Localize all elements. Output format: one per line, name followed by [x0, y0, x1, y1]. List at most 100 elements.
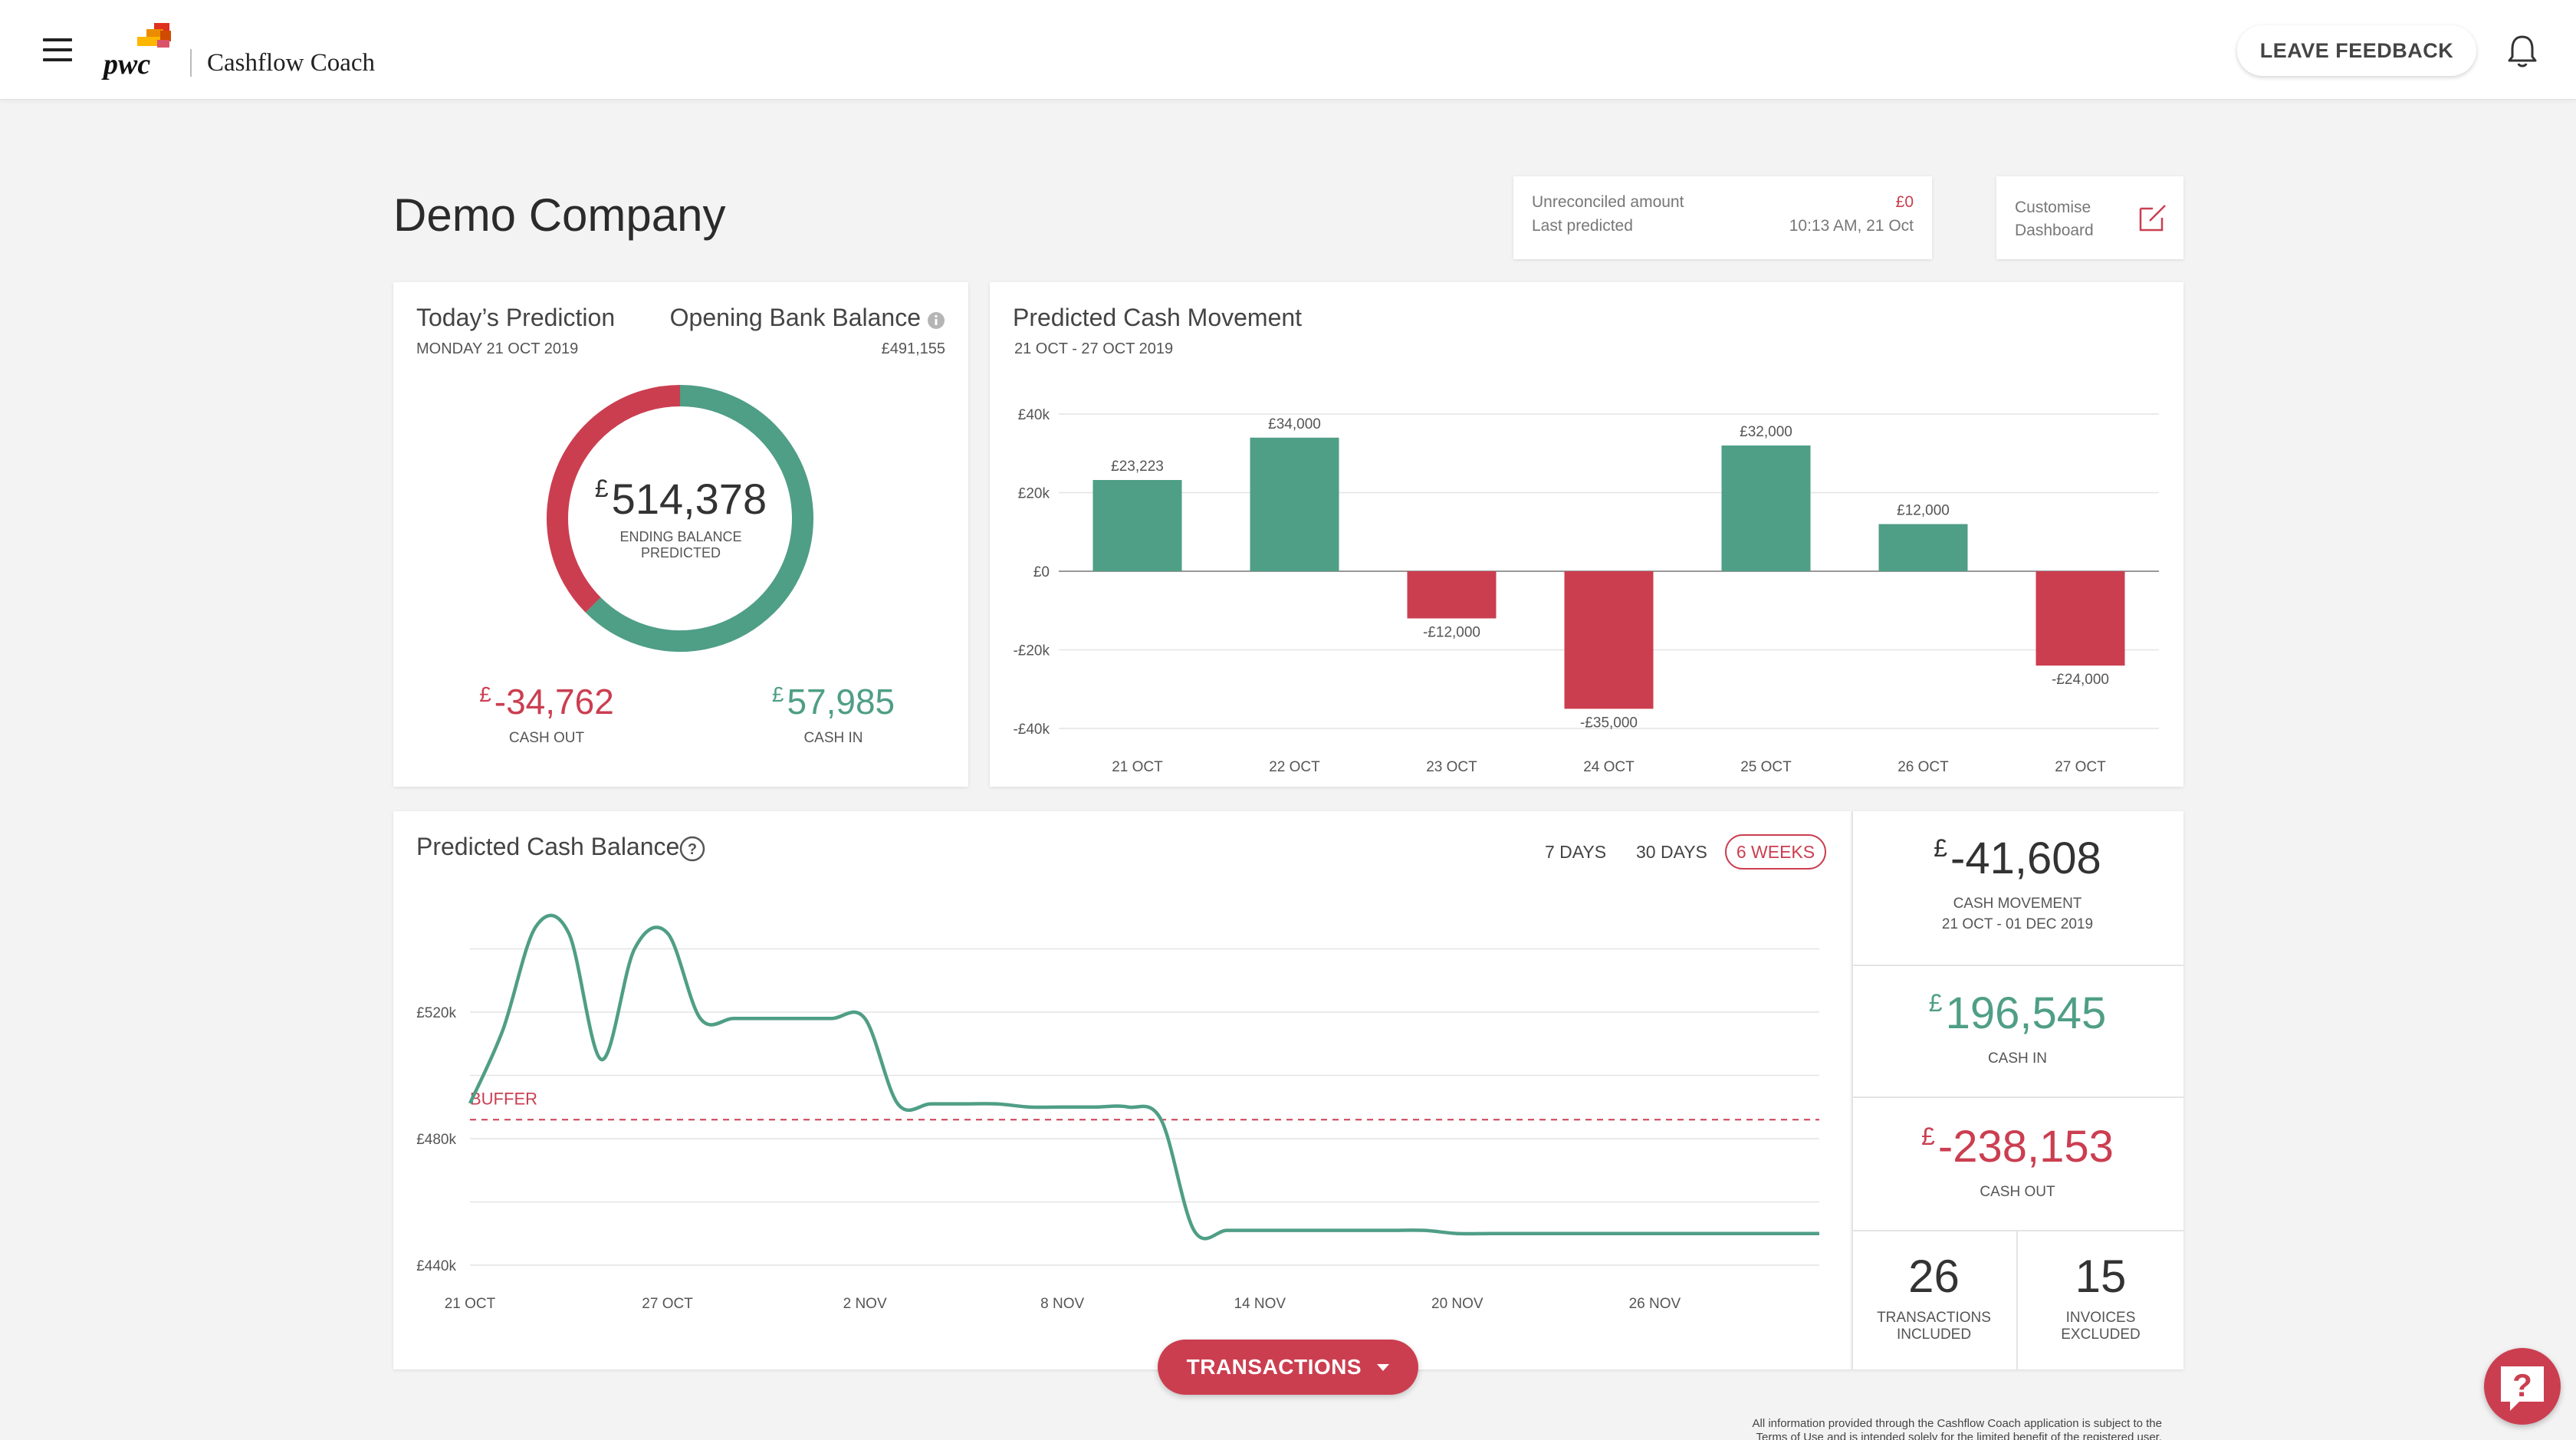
footer-line2: Terms of Use and is intended solely for …: [1756, 1431, 2162, 1440]
bar-value-label: £32,000: [1740, 424, 1792, 440]
ending-number: 514,378: [611, 475, 767, 523]
donut-segment-1: [585, 385, 813, 652]
prediction-donut-chart: [547, 385, 813, 652]
x-tick-label: 14 NOV: [1234, 1296, 1286, 1312]
stats-cash-in-currency: £: [1928, 989, 1943, 1017]
cash-movement-bar-chart: £40k £20k £0 -£20k -£40k £23,223 21 OCT £34,000…: [1013, 407, 2159, 775]
x-tick-label: 2 NOV: [843, 1296, 887, 1312]
app-title: Cashflow Coach: [207, 49, 376, 77]
tab-7-days[interactable]: 7 DAYS: [1545, 842, 1607, 862]
bar: [1721, 445, 1811, 571]
question-chat-icon: ?: [2501, 1366, 2544, 1411]
invoices-label: INVOICES EXCLUDED: [2018, 1310, 2183, 1343]
ending-balance-label: ENDING BALANCE PREDICTED: [573, 529, 788, 561]
transactions-label: TRANSACTIONS INCLUDED: [1852, 1310, 2016, 1343]
cash-movement-total: £-41,608: [1852, 833, 2183, 884]
stats-divider: [1852, 811, 1853, 1369]
transactions-button[interactable]: TRANSACTIONS: [1158, 1340, 1418, 1395]
cash-in-total-label: CASH IN: [1987, 1050, 2048, 1067]
page-title: Demo Company: [393, 189, 726, 241]
bar-value-label: £34,000: [1268, 416, 1321, 432]
tab-6-weeks[interactable]: 6 WEEKS: [1725, 834, 1826, 870]
movement-currency: £: [1934, 834, 1948, 862]
y-tick-label: £20k: [1018, 486, 1050, 502]
x-tick-label: 27 OCT: [2055, 759, 2106, 775]
customise-dashboard-button[interactable]: Customise Dashboard: [1996, 176, 2183, 259]
x-tick-label: 25 OCT: [1740, 759, 1792, 775]
transactions-count: 26: [1908, 1251, 1960, 1302]
bell-icon[interactable]: [2505, 34, 2539, 69]
top-bar: pwc Cashflow Coach LEAVE FEEDBACK: [0, 0, 2576, 100]
todays-prediction-title: Today’s Prediction: [416, 304, 616, 331]
y-tick-label: £40k: [1018, 407, 1050, 423]
leave-feedback-button[interactable]: LEAVE FEEDBACK: [2237, 25, 2476, 76]
help-circle-icon[interactable]: ?: [679, 836, 705, 862]
transactions-label-line1: TRANSACTIONS: [1877, 1310, 1991, 1326]
prediction-info-card: Unreconciled amount £0 Last predicted 10…: [1513, 176, 1932, 259]
cash-movement-card: Predicted Cash Movement 21 OCT - 27 OCT …: [990, 282, 2183, 787]
tab-30-days[interactable]: 30 DAYS: [1636, 842, 1707, 862]
x-tick-label: 26 OCT: [1898, 759, 1949, 775]
cash-in-label: CASH IN: [803, 730, 863, 746]
bar-value-label: £23,223: [1111, 459, 1164, 475]
cash-balance-card: Predicted Cash Balance ? £520k £480k £440k…: [393, 811, 1852, 1369]
cash-out-value: £-34,762: [439, 681, 654, 722]
bar: [2036, 571, 2125, 666]
transactions-label-line2: INCLUDED: [1896, 1327, 1972, 1343]
bar-value-label: -£35,000: [1580, 715, 1638, 731]
pwc-logo-mark: [137, 23, 171, 48]
bar-value-label: -£12,000: [1423, 625, 1480, 641]
y-tick-label: -£40k: [1013, 722, 1050, 738]
y-tick-label: £480k: [416, 1132, 456, 1148]
buffer-label: BUFFER: [470, 1089, 537, 1108]
bar-value-label: £12,000: [1897, 503, 1950, 519]
info-icon[interactable]: [927, 311, 945, 330]
pwc-logo[interactable]: pwc: [104, 23, 180, 81]
cash-in-currency: £: [771, 682, 784, 706]
svg-text:?: ?: [2512, 1367, 2532, 1403]
footer-line1: All information provided through the Cas…: [1752, 1417, 2162, 1430]
y-tick-label: £440k: [416, 1258, 456, 1274]
stats-divider: [2016, 1230, 2018, 1369]
bar-value-label: -£24,000: [2052, 672, 2109, 688]
ending-label-line1: ENDING BALANCE: [619, 529, 742, 544]
opening-balance-title: Opening Bank Balance: [669, 304, 921, 331]
edit-icon: [2139, 205, 2166, 232]
cash-balance-title: Predicted Cash Balance: [416, 833, 680, 860]
stats-divider: [1852, 965, 2183, 966]
logo-divider: [190, 49, 192, 77]
bar: [1092, 479, 1182, 571]
cash-out-total-label: CASH OUT: [1980, 1184, 2055, 1200]
bar: [1878, 524, 1968, 571]
unreconciled-label: Unreconciled amount: [1532, 193, 1684, 211]
cash-out-number: -34,762: [494, 682, 614, 722]
bar: [1564, 571, 1654, 709]
stats-panel: £-41,608 CASH MOVEMENT 21 OCT - 01 DEC 2…: [1852, 811, 2183, 1369]
movement-number: -41,608: [1950, 833, 2101, 883]
stats-cash-out-currency: £: [1921, 1123, 1935, 1150]
hamburger-icon[interactable]: [43, 38, 72, 61]
cash-balance-line-chart: £520k £480k £440k BUFFER 21 OCT 27 OCT 2 NOV 8 …: [416, 913, 1819, 1312]
invoices-label-line1: INVOICES: [2065, 1310, 2136, 1326]
balance-line: [468, 913, 1819, 1241]
cash-in-value: £57,985: [726, 681, 941, 722]
cash-out-total: £-238,153: [1852, 1121, 2183, 1172]
todays-prediction-date: MONDAY 21 OCT 2019: [416, 340, 579, 357]
x-tick-label: 21 OCT: [1112, 759, 1163, 775]
cash-movement-title: Predicted Cash Movement: [1013, 304, 1303, 331]
help-button[interactable]: ?: [2484, 1348, 2561, 1425]
x-tick-label: 26 NOV: [1629, 1296, 1681, 1312]
y-tick-label: -£20k: [1013, 643, 1050, 659]
todays-prediction-card: Today’s Prediction MONDAY 21 OCT 2019 Op…: [393, 282, 968, 787]
bar: [1407, 571, 1497, 619]
transactions-button-label: TRANSACTIONS: [1186, 1355, 1362, 1379]
x-tick-label: 24 OCT: [1583, 759, 1635, 775]
cash-movement-total-label: CASH MOVEMENT: [1953, 896, 2082, 912]
stats-divider: [1852, 1096, 2183, 1098]
cash-out-label: CASH OUT: [508, 730, 585, 746]
ending-currency: £: [594, 475, 609, 502]
x-tick-label: 20 NOV: [1431, 1296, 1484, 1312]
y-tick-label: £0: [1033, 564, 1050, 580]
x-tick-label: 8 NOV: [1040, 1296, 1084, 1312]
caret-down-icon: [1377, 1364, 1390, 1371]
